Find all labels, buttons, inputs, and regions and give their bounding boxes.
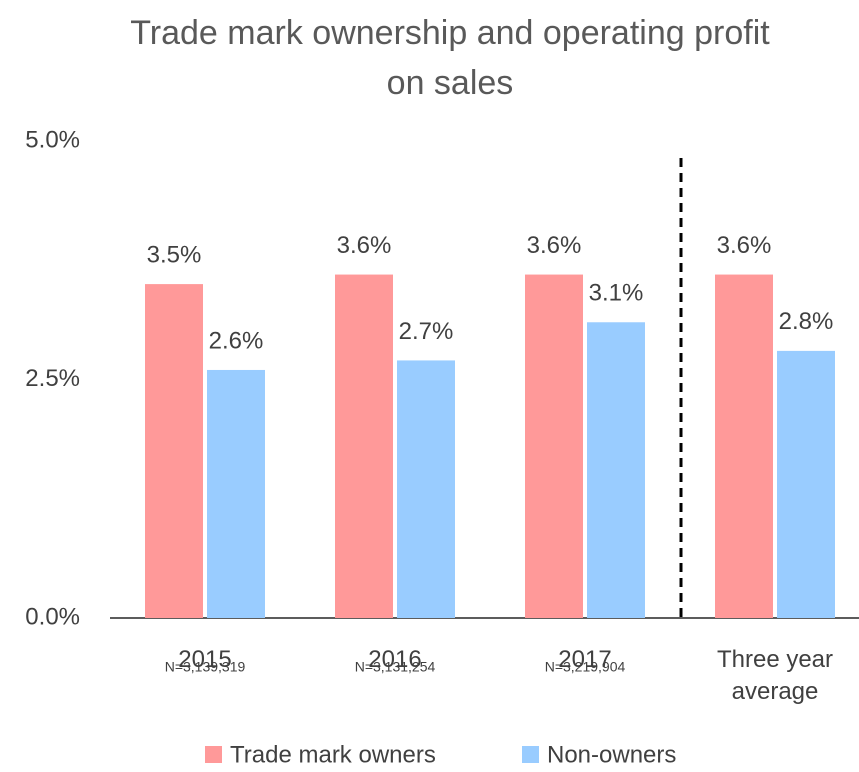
y-tick-label: 2.5% xyxy=(25,365,80,392)
value-label: 2.6% xyxy=(209,327,264,354)
bar xyxy=(587,322,645,618)
value-label: 3.6% xyxy=(717,232,772,259)
bar xyxy=(397,360,455,618)
sample-size-note: N=3,219,904 xyxy=(545,659,626,675)
bar xyxy=(335,274,393,618)
value-label: 3.5% xyxy=(147,241,202,268)
value-label: 2.7% xyxy=(399,318,454,345)
value-label: 2.8% xyxy=(779,308,834,335)
legend-swatch xyxy=(522,746,539,763)
legend-label: Trade mark owners xyxy=(230,741,436,768)
bar xyxy=(777,350,835,618)
x-tick-label: 2017 xyxy=(558,646,612,673)
value-label: 3.6% xyxy=(527,232,582,259)
y-tick-label: 5.0% xyxy=(25,126,80,153)
sample-size-note: N=3,139,319 xyxy=(165,659,246,675)
y-tick-label: 0.0% xyxy=(25,603,80,630)
x-tick-label: 2015 xyxy=(178,646,232,673)
bar xyxy=(207,369,265,618)
x-tick-label: 2016 xyxy=(368,646,422,673)
bar xyxy=(525,274,583,618)
sample-size-note: N=3,131,254 xyxy=(355,659,436,675)
chart-title: Trade mark ownership and operating profi… xyxy=(130,14,770,102)
value-label: 3.1% xyxy=(589,280,644,307)
value-label: 3.6% xyxy=(337,232,392,259)
legend-label: Non-owners xyxy=(547,741,676,768)
legend-swatch xyxy=(205,746,222,763)
bar xyxy=(145,284,203,618)
x-tick-label: Three year average xyxy=(716,646,834,705)
bar xyxy=(715,274,773,618)
